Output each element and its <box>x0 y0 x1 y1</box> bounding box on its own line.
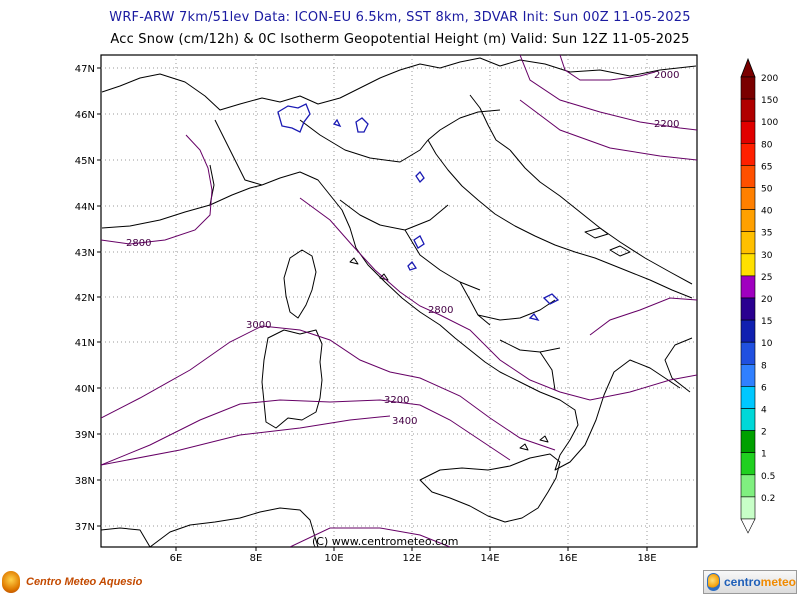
lon-label: 6E <box>170 553 183 564</box>
lon-label: 12E <box>402 553 421 564</box>
contour-label-2200: 2200 <box>654 119 679 130</box>
chart-title-line2: Acc Snow (cm/12h) & 0C Isotherm Geopoten… <box>110 32 690 47</box>
colorbar-label: 150 <box>761 96 778 106</box>
colorbar-label: 25 <box>761 273 772 283</box>
colorbar-label: 80 <box>761 140 773 150</box>
lat-label: 38N <box>75 476 95 487</box>
colorbar-swatch <box>740 341 756 365</box>
logo-right-part-a: centro <box>723 575 761 589</box>
logo-centro-meteo-aquesio: Centro Meteo Aquesio <box>2 570 142 594</box>
logo-left-text: Centro Meteo Aquesio <box>26 576 143 588</box>
colorbar-label: 10 <box>761 339 773 349</box>
coastlines <box>101 57 697 547</box>
lon-label: 16E <box>558 553 577 564</box>
lat-label: 42N <box>75 293 95 304</box>
colorbar-label: 100 <box>761 118 778 128</box>
colorbar-label: 1 <box>761 450 767 460</box>
colorbar-swatch <box>740 209 756 233</box>
contour-labels: 2000 2200 2800 2800 3000 3200 3400 <box>126 70 679 427</box>
colorbar-swatch <box>740 430 756 454</box>
lon-ticks <box>175 547 648 551</box>
colorbar-swatch <box>740 386 756 409</box>
colorbar-arrow <box>740 57 756 78</box>
colorbar-swatch <box>740 120 756 144</box>
contour-label-3200: 3200 <box>384 395 409 406</box>
lat-label: 37N <box>75 522 95 533</box>
lat-label: 43N <box>75 248 95 259</box>
colorbar-label: 0.5 <box>761 472 775 482</box>
snow-areas <box>277 103 560 322</box>
colorbar-label: 50 <box>761 185 773 195</box>
lat-label: 45N <box>75 156 95 167</box>
globe-icon <box>707 573 720 591</box>
colorbar-label: 40 <box>761 207 773 217</box>
contour-label-2800-west: 2800 <box>126 238 151 249</box>
colorbar-label: 2 <box>761 428 767 438</box>
lon-label: 18E <box>637 553 656 564</box>
colorbar-label: 6 <box>761 383 767 393</box>
gridlines <box>101 55 697 547</box>
latitude-labels: 47N 46N 45N 44N 43N 42N 41N 40N 39N 38N … <box>75 64 95 533</box>
lon-label: 14E <box>480 553 499 564</box>
lat-label: 46N <box>75 110 95 121</box>
contour-label-3000: 3000 <box>246 320 271 331</box>
colorbar-swatch <box>740 363 756 387</box>
logo-emblem <box>2 571 20 593</box>
colorbar-label: 35 <box>761 229 772 239</box>
colorbar-swatch <box>740 452 756 476</box>
lon-label: 10E <box>324 553 343 564</box>
logo-right-part-b: meteo <box>760 575 796 589</box>
isotherm-contours <box>101 55 697 547</box>
colorbar-swatch <box>740 275 756 299</box>
lon-label: 8E <box>250 553 263 564</box>
colorbar-swatch <box>740 165 756 188</box>
logo-centrometeo: centrometeo <box>703 570 797 594</box>
colorbar-swatch <box>740 76 756 100</box>
colorbar-swatch <box>740 496 756 520</box>
colorbar-swatch <box>740 253 756 277</box>
contour-label-2800-east: 2800 <box>428 305 453 316</box>
lat-label: 41N <box>75 338 95 349</box>
map-frame <box>100 54 698 548</box>
colorbar-label: 65 <box>761 162 772 172</box>
colorbar-label: 15 <box>761 317 772 327</box>
colorbar-swatch <box>740 297 756 321</box>
colorbar-swatch <box>740 474 756 498</box>
copyright-text: (C) www.centrometeo.com <box>312 535 458 548</box>
colorbar-legend: 200 150 100 80 65 50 40 35 30 25 20 15 10 8 6 4 2 1 0.5 0.2 <box>740 57 778 534</box>
colorbar-swatch <box>740 143 756 166</box>
colorbar-swatch <box>740 408 756 431</box>
contour-label-2000: 2000 <box>654 70 679 81</box>
longitude-labels: 6E 8E 10E 12E 14E 16E 18E <box>170 553 657 564</box>
colorbar-label: 4 <box>761 406 767 416</box>
colorbar-swatch <box>740 98 756 122</box>
chart-title-line1: WRF-ARW 7km/51lev Data: ICON-EU 6.5km, S… <box>109 10 691 25</box>
colorbar-label: 30 <box>761 251 773 261</box>
logo-right-text: centrometeo <box>724 575 796 589</box>
colorbar-label: 8 <box>761 361 767 371</box>
colorbar-label: 0.2 <box>761 494 775 504</box>
lat-label: 39N <box>75 430 95 441</box>
contour-label-3400: 3400 <box>392 416 417 427</box>
colorbar-bottom-arrow <box>740 518 756 534</box>
colorbar-swatch <box>740 187 756 210</box>
lat-label: 40N <box>75 384 95 395</box>
colorbar-swatch <box>740 319 756 343</box>
colorbar-swatch <box>740 231 756 255</box>
lat-label: 44N <box>75 202 95 213</box>
lat-label: 47N <box>75 64 95 75</box>
lat-ticks <box>97 67 101 527</box>
colorbar-label: 200 <box>761 74 778 84</box>
colorbar-label: 20 <box>761 295 773 305</box>
